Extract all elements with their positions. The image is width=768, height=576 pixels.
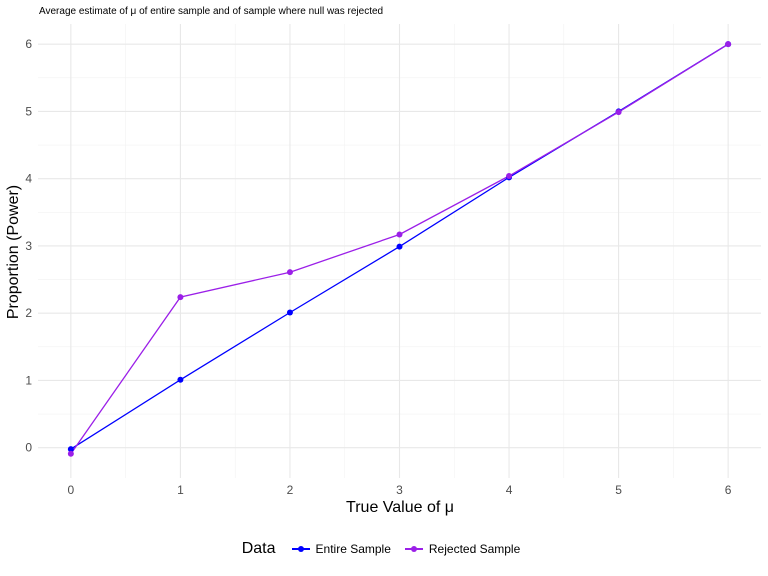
y-tick-label: 5 [25, 104, 32, 118]
data-point [396, 243, 403, 250]
data-point [615, 109, 622, 116]
data-point [67, 446, 74, 453]
y-tick-label: 0 [25, 441, 32, 455]
y-axis-label: Proportion (Power) [5, 184, 22, 320]
legend-label-rejected-sample: Rejected Sample [428, 542, 521, 556]
legend-title: Data [241, 540, 276, 557]
grid-lines [38, 24, 761, 478]
y-tick-label: 1 [25, 373, 32, 387]
legend-key-rejected-sample [403, 542, 425, 556]
x-tick-label: 6 [725, 483, 732, 497]
data-point [177, 294, 184, 301]
data-point [396, 231, 403, 238]
x-tick-label: 2 [287, 483, 294, 497]
x-tick-label: 3 [396, 483, 403, 497]
legend-key-entire-sample [290, 542, 312, 556]
legend: Data Entire Sample Rejected Sample [0, 540, 768, 558]
x-tick-label: 4 [506, 483, 513, 497]
y-axis-ticks: 0 1 2 3 4 5 6 [25, 37, 32, 455]
data-point [506, 173, 513, 180]
legend-item-entire-sample: Entire Sample [290, 542, 391, 556]
x-tick-label: 1 [177, 483, 184, 497]
data-point [286, 269, 293, 276]
data-point [67, 450, 74, 457]
x-tick-label: 0 [68, 483, 75, 497]
data-point [286, 309, 293, 316]
x-axis-ticks: 0 1 2 3 4 5 6 [68, 483, 732, 497]
data-point [177, 376, 184, 383]
y-tick-label: 2 [25, 306, 32, 320]
data-point [725, 41, 732, 48]
series-points [67, 41, 732, 457]
y-tick-label: 6 [25, 37, 32, 51]
chart-title: Average estimate of μ of entire sample a… [39, 6, 384, 17]
x-tick-label: 5 [615, 483, 622, 497]
legend-label-entire-sample: Entire Sample [315, 542, 391, 556]
x-axis-label: True Value of μ [346, 499, 454, 516]
y-tick-label: 3 [25, 239, 32, 253]
y-tick-label: 4 [25, 172, 32, 186]
legend-item-rejected-sample: Rejected Sample [403, 542, 520, 556]
